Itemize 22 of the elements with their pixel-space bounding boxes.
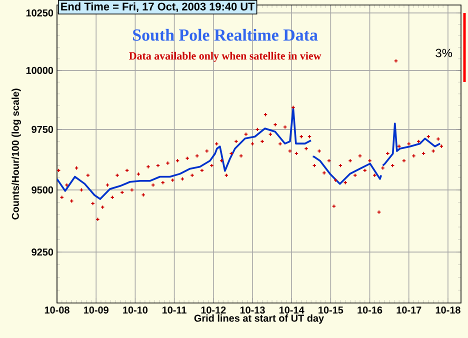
x-tick-label: 10-13	[240, 306, 265, 314]
annotation: End Time = Fri, 17 Oct, 2003 19:40 UT	[61, 2, 255, 12]
x-tick-label: 10-17	[396, 306, 422, 314]
x-tick-label: 10-16	[358, 306, 382, 314]
x-tick-label: 10-08	[44, 306, 70, 314]
x-tick-label: 10-12	[201, 306, 226, 314]
x-tick-label: 10-14	[279, 306, 304, 314]
x-tick-label: 10-11	[162, 306, 186, 314]
x-tick-label: 10-10	[123, 306, 148, 314]
y-tick-label: 9750	[32, 126, 54, 133]
x-tick-label: 10-18	[436, 306, 460, 314]
text: South Pole Realtime Data	[133, 28, 318, 41]
y-tick-label: 10000	[26, 66, 54, 74]
y-tick-label: 9250	[32, 248, 54, 256]
annotation: 3%	[436, 48, 452, 58]
y-tick-label: 9500	[32, 186, 54, 194]
x-tick-label: 10-09	[84, 306, 108, 314]
text: Data available only when satellite in view	[129, 52, 322, 62]
x-axis-title: Grid lines at start of UT day	[194, 314, 324, 324]
x-tick-label: 10-15	[318, 306, 344, 314]
y-axis-title: Counts/Hour/100 (log scale)	[12, 88, 21, 220]
y-tick-label: 10250	[26, 9, 54, 16]
